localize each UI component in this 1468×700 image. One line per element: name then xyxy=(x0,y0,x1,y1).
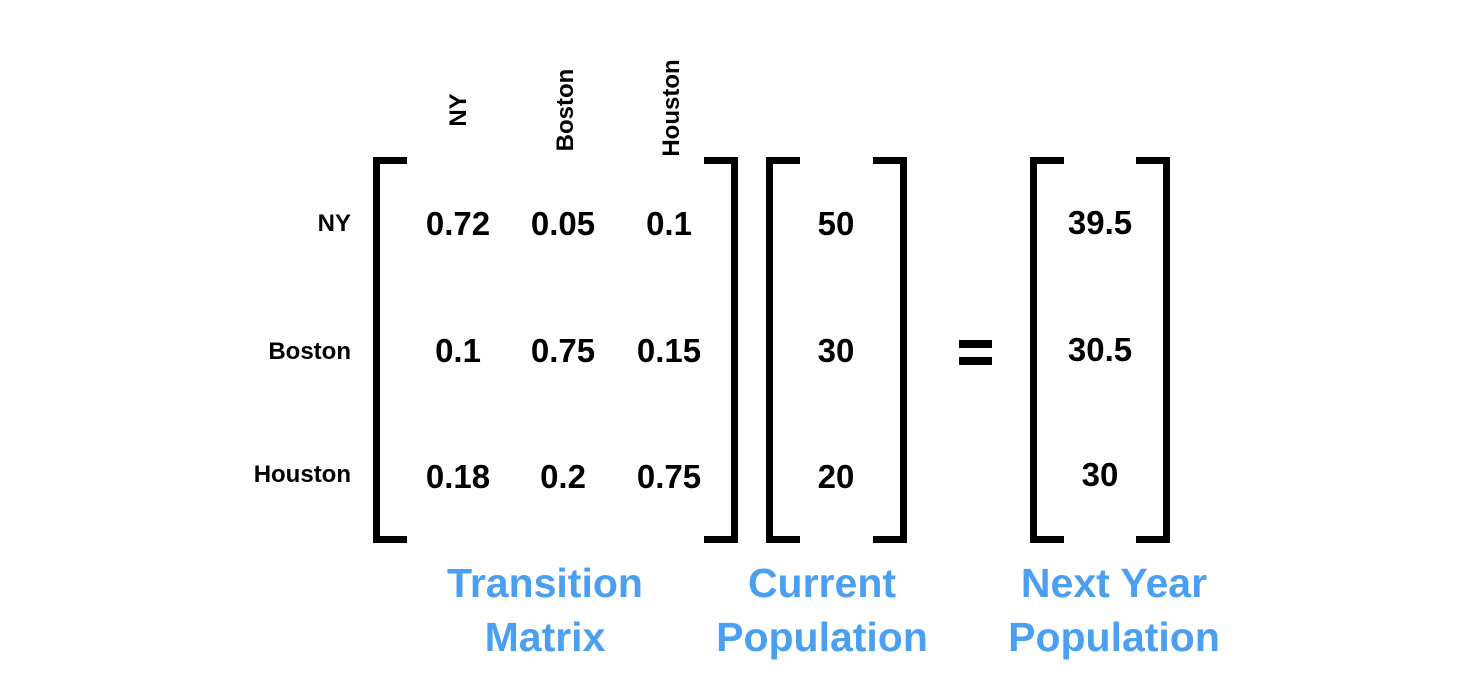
vector-cell: 50 xyxy=(817,205,855,242)
equals-sign xyxy=(959,340,992,365)
caption-line: Population xyxy=(716,614,928,660)
next-year-right-bracket xyxy=(1136,157,1170,543)
caption-line: Transition xyxy=(447,560,643,606)
vector-cell: 39.5 xyxy=(1067,204,1133,241)
current-population-caption: Current Population xyxy=(692,556,952,664)
current-population-left-bracket xyxy=(766,157,800,543)
next-year-population-caption: Next Year Population xyxy=(984,556,1244,664)
column-header-label: NY xyxy=(445,93,472,127)
next-year-left-bracket xyxy=(1030,157,1064,543)
matrix-cell: 0.18 xyxy=(425,458,491,495)
vector-cell: 30 xyxy=(817,332,855,369)
matrix-cell: 0.05 xyxy=(530,205,596,242)
transition-matrix-caption: Transition Matrix xyxy=(390,556,700,664)
matrix-cell: 0.75 xyxy=(636,458,702,495)
transition-matrix-left-bracket xyxy=(373,157,407,543)
vector-cell: 30.5 xyxy=(1067,331,1133,368)
caption-line: Current xyxy=(747,560,897,606)
caption-line: Matrix xyxy=(484,614,606,660)
transition-matrix-right-bracket xyxy=(704,157,738,543)
row-header-ny: NY xyxy=(317,210,351,237)
vector-cell: 20 xyxy=(817,458,855,495)
matrix-cell: 0.75 xyxy=(530,332,596,369)
caption-line: Population xyxy=(1008,614,1220,660)
caption-line: Next Year xyxy=(1020,560,1208,606)
column-header-label: Boston xyxy=(552,68,579,152)
matrix-cell: 0.72 xyxy=(425,205,491,242)
matrix-cell: 0.15 xyxy=(636,332,702,369)
row-header-houston: Houston xyxy=(253,461,351,488)
matrix-cell: 0.2 xyxy=(540,458,586,495)
row-header-boston: Boston xyxy=(268,338,351,365)
matrix-cell: 0.1 xyxy=(435,332,481,369)
matrix-cell: 0.1 xyxy=(646,205,692,242)
vector-cell: 30 xyxy=(1081,456,1119,493)
column-header-label: Houston xyxy=(658,59,685,157)
current-population-right-bracket xyxy=(873,157,907,543)
